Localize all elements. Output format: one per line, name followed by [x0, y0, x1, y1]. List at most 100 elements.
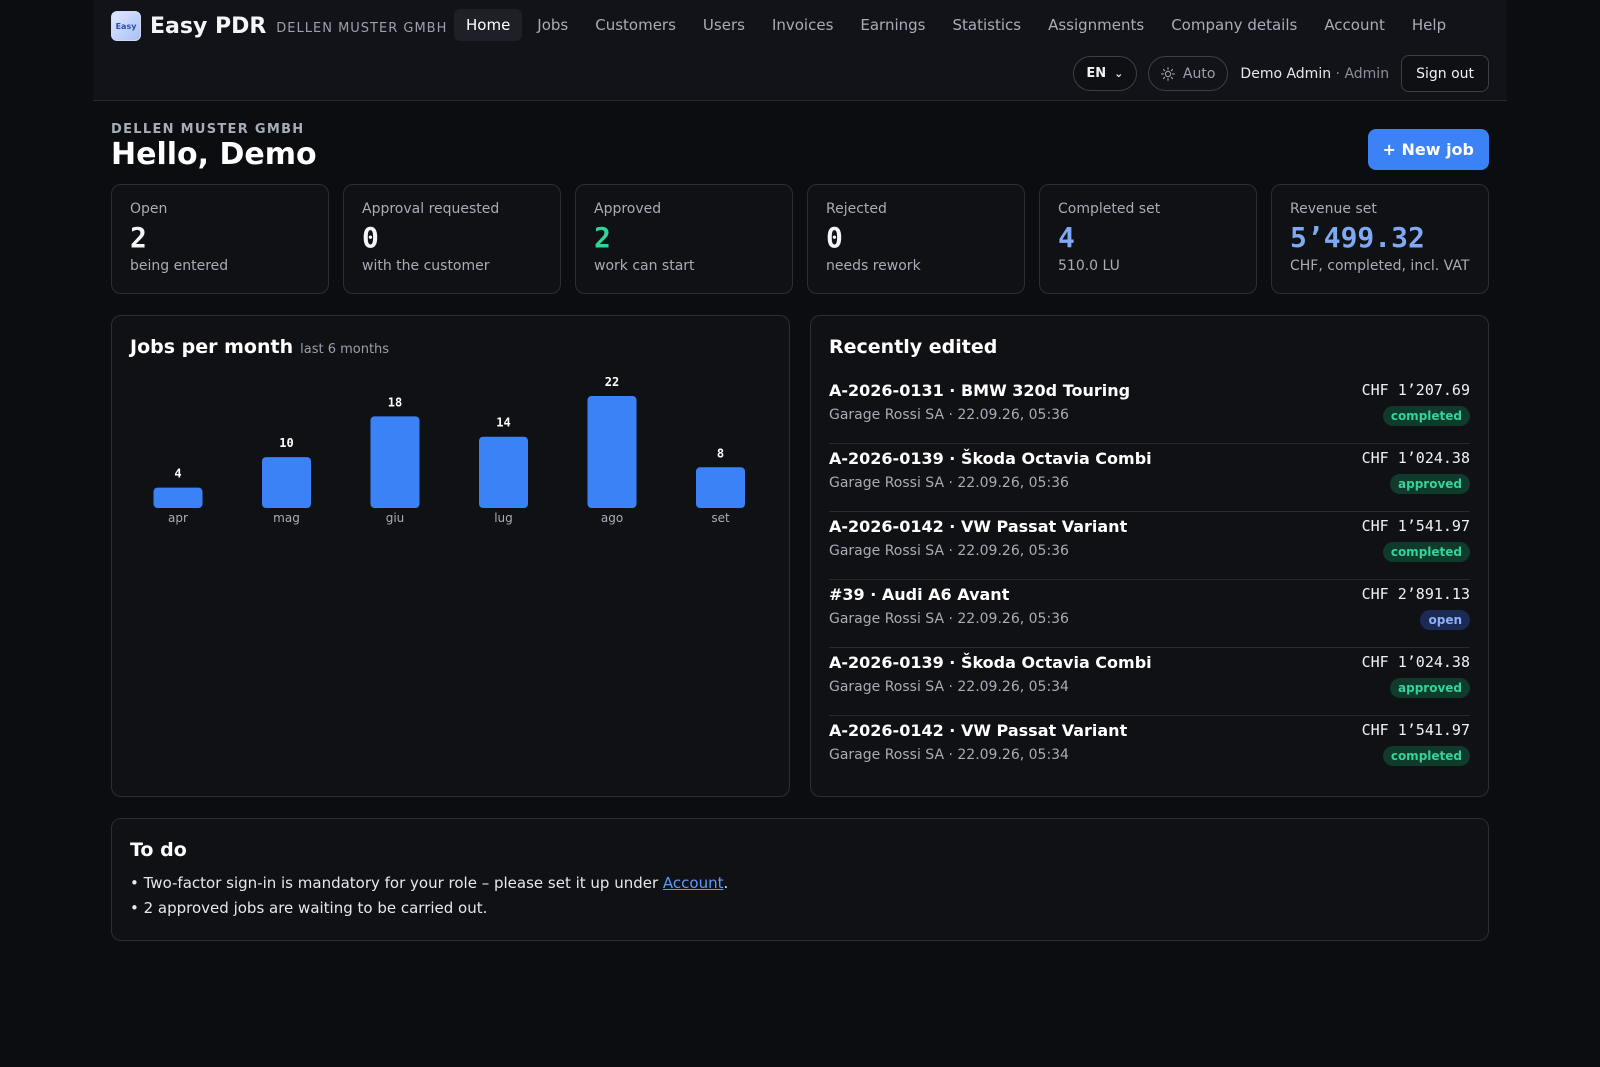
- status-badge: completed: [1382, 542, 1470, 562]
- bar-apr[interactable]: [153, 487, 203, 508]
- x-tick-label: giu: [386, 511, 405, 525]
- recent-job-row[interactable]: #39 · Audi A6 Avant Garage Rossi SA · 22.…: [829, 580, 1470, 648]
- status-badge: approved: [1390, 474, 1470, 494]
- recent-job-row[interactable]: A-2026-0142 · VW Passat Variant Garage Ro…: [829, 512, 1470, 580]
- chart-subtitle: last 6 months: [300, 342, 390, 357]
- nav-item-account[interactable]: Account: [1324, 16, 1385, 34]
- user-info: Demo Admin · Admin: [1240, 66, 1389, 82]
- job-amount: CHF 1’207.69: [1361, 381, 1470, 399]
- todo-item: • 2 approved jobs are waiting to be carr…: [130, 899, 488, 917]
- stat-subtext: work can start: [594, 258, 695, 274]
- user-role: · Admin: [1335, 65, 1390, 82]
- job-customer-date: Garage Rossi SA · 22.09.26, 05:36: [829, 611, 1069, 627]
- job-amount: CHF 1’541.97: [1361, 721, 1470, 739]
- job-title: A-2026-0139 · Škoda Octavia Combi: [829, 653, 1152, 672]
- chart-header: Jobs per month last 6 months: [130, 336, 389, 358]
- stat-label: Approved: [594, 201, 662, 217]
- jobs-per-month-chart: 4 apr 10 mag 18 giu 14 lug 22 ago 8 set: [153, 375, 745, 525]
- chart-title: Jobs per month: [130, 336, 294, 358]
- todo-panel: To do • Two-factor sign-in is mandatory …: [111, 818, 1489, 941]
- recent-list: A-2026-0131 · BMW 320d Touring Garage Ros…: [829, 376, 1470, 784]
- nav-item-jobs[interactable]: Jobs: [537, 16, 569, 34]
- chevron-down-icon: ⌄: [1114, 67, 1124, 80]
- job-amount: CHF 2’891.13: [1361, 585, 1470, 603]
- job-customer-date: Garage Rossi SA · 22.09.26, 05:34: [829, 679, 1069, 695]
- stat-value: 2: [130, 221, 147, 254]
- language-select[interactable]: EN ⌄: [1072, 56, 1137, 91]
- jobs-chart-panel: 4 apr 10 mag 18 giu 14 lug 22 ago 8 set Jobs per mo…: [111, 315, 790, 797]
- todo-item: • Two-factor sign-in is mandatory for yo…: [130, 871, 728, 896]
- stat-label: Approval requested: [362, 201, 500, 217]
- stat-cards: Open 2 being entered Approval requested 0 wit…: [111, 184, 1489, 294]
- stat-label: Rejected: [826, 201, 887, 217]
- x-tick-label: ago: [601, 511, 623, 525]
- nav-item-assignments[interactable]: Assignments: [1048, 16, 1145, 34]
- stat-subtext: being entered: [130, 258, 229, 274]
- recently-edited-panel: Recently edited A-2026-0131 · BMW 320d T…: [810, 315, 1489, 797]
- main-nav: Home Jobs Customers Users Invoices Earnings St…: [454, 9, 1461, 41]
- bar-value-label: 8: [717, 446, 724, 460]
- nav-item-customers[interactable]: Customers: [595, 16, 676, 34]
- job-title: A-2026-0142 · VW Passat Variant: [829, 517, 1128, 536]
- stat-value: 2: [594, 221, 611, 254]
- stat-card[interactable]: Open 2 being entered: [111, 184, 329, 294]
- job-customer-date: Garage Rossi SA · 22.09.26, 05:34: [829, 747, 1069, 763]
- stat-card[interactable]: Approved 2 work can start: [575, 184, 793, 294]
- stat-card[interactable]: Completed set 4 510.0 LU: [1039, 184, 1257, 294]
- page-title: Hello, Demo: [111, 137, 317, 172]
- status-badge: open: [1420, 610, 1470, 630]
- theme-toggle-button[interactable]: Auto: [1147, 56, 1229, 91]
- top-bar: Easy Easy PDR DELLEN MUSTER GMBH Home Job…: [93, 0, 1507, 101]
- brand[interactable]: Easy Easy PDR DELLEN MUSTER GMBH: [111, 11, 447, 41]
- bar-value-label: 10: [279, 436, 293, 450]
- x-tick-label: apr: [168, 511, 188, 525]
- stat-subtext: needs rework: [826, 258, 921, 274]
- sun-icon: [1161, 66, 1175, 81]
- new-job-button[interactable]: + New job: [1367, 129, 1489, 170]
- nav-item-help[interactable]: Help: [1411, 16, 1447, 34]
- recent-job-row[interactable]: A-2026-0139 · Škoda Octavia Combi Garage …: [829, 444, 1470, 512]
- brand-company: DELLEN MUSTER GMBH: [276, 20, 448, 36]
- stat-value: 0: [362, 221, 379, 254]
- nav-item-statistics[interactable]: Statistics: [952, 16, 1022, 34]
- job-customer-date: Garage Rossi SA · 22.09.26, 05:36: [829, 475, 1069, 491]
- company-label: DELLEN MUSTER GMBH: [111, 122, 305, 137]
- status-badge: completed: [1382, 406, 1470, 426]
- nav-item-company-details[interactable]: Company details: [1171, 16, 1298, 34]
- recent-job-row[interactable]: A-2026-0139 · Škoda Octavia Combi Garage …: [829, 648, 1470, 716]
- stat-card[interactable]: Approval requested 0 with the customer: [343, 184, 561, 294]
- bar-ago[interactable]: [587, 396, 637, 508]
- job-title: A-2026-0139 · Škoda Octavia Combi: [829, 449, 1152, 468]
- job-title: A-2026-0142 · VW Passat Variant: [829, 721, 1128, 740]
- x-tick-label: lug: [494, 511, 513, 525]
- stat-label: Open: [130, 201, 168, 217]
- sign-out-button[interactable]: Sign out: [1401, 55, 1489, 92]
- job-amount: CHF 1’024.38: [1361, 653, 1470, 671]
- stat-card[interactable]: Revenue set 5’499.32 CHF, completed, incl.…: [1271, 184, 1489, 294]
- nav-item-home[interactable]: Home: [454, 9, 523, 41]
- logo-text: Easy: [115, 21, 137, 31]
- stat-card[interactable]: Rejected 0 needs rework: [807, 184, 1025, 294]
- bar-value-label: 22: [605, 375, 619, 389]
- bar-set[interactable]: [696, 467, 745, 508]
- recent-title: Recently edited: [829, 336, 998, 358]
- account-link[interactable]: Account: [662, 874, 724, 892]
- app-logo-icon: Easy: [111, 11, 141, 41]
- stat-value: 0: [826, 221, 843, 254]
- todo-title: To do: [130, 839, 187, 861]
- bar-mag[interactable]: [262, 457, 311, 508]
- job-title: #39 · Audi A6 Avant: [829, 585, 1010, 604]
- bar-value-label: 4: [174, 467, 181, 481]
- bar-lug[interactable]: [479, 436, 528, 508]
- bar-giu[interactable]: [370, 416, 420, 508]
- bar-value-label: 18: [388, 395, 402, 409]
- x-tick-label: mag: [273, 511, 300, 525]
- job-customer-date: Garage Rossi SA · 22.09.26, 05:36: [829, 543, 1069, 559]
- todo-list: • Two-factor sign-in is mandatory for yo…: [130, 871, 728, 921]
- recent-job-row[interactable]: A-2026-0131 · BMW 320d Touring Garage Ros…: [829, 376, 1470, 444]
- status-badge: approved: [1390, 678, 1470, 698]
- nav-item-invoices[interactable]: Invoices: [771, 16, 834, 34]
- nav-item-users[interactable]: Users: [702, 16, 745, 34]
- recent-job-row[interactable]: A-2026-0142 · VW Passat Variant Garage Ro…: [829, 716, 1470, 784]
- nav-item-earnings[interactable]: Earnings: [860, 16, 926, 34]
